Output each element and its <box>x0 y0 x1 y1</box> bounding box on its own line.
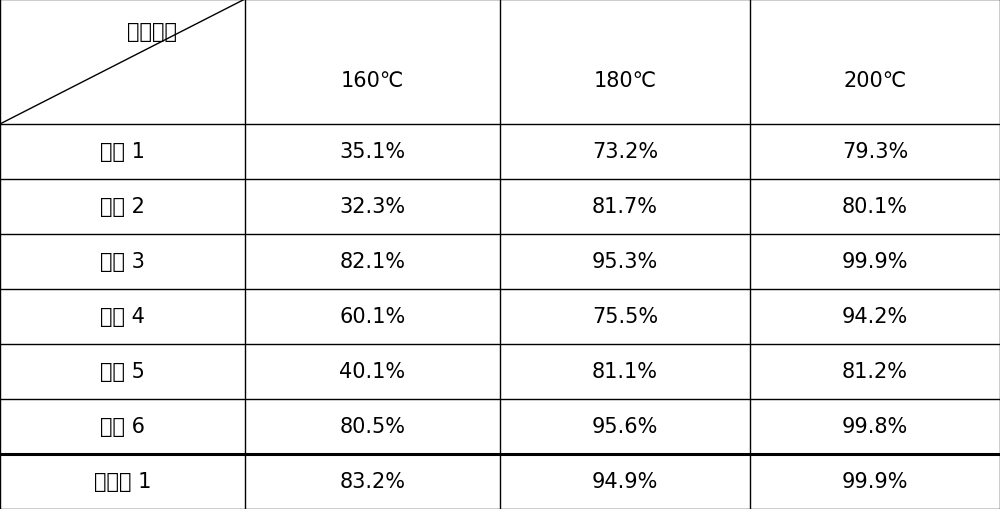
Text: 实例 6: 实例 6 <box>100 417 145 437</box>
Text: 80.5%: 80.5% <box>340 417 406 437</box>
Text: 实例 1: 实例 1 <box>100 142 145 162</box>
Text: 35.1%: 35.1% <box>339 142 406 162</box>
Text: 32.3%: 32.3% <box>339 197 406 217</box>
Text: 81.2%: 81.2% <box>842 362 908 382</box>
Text: 160℃: 160℃ <box>341 71 404 91</box>
Text: 实例 3: 实例 3 <box>100 252 145 272</box>
Text: 79.3%: 79.3% <box>842 142 908 162</box>
Text: 99.8%: 99.8% <box>842 417 908 437</box>
Text: 180℃: 180℃ <box>593 71 657 91</box>
Text: 73.2%: 73.2% <box>592 142 658 162</box>
Text: 75.5%: 75.5% <box>592 307 658 327</box>
Text: 94.9%: 94.9% <box>592 471 658 492</box>
Text: 83.2%: 83.2% <box>340 471 406 492</box>
Text: 实例 2: 实例 2 <box>100 197 145 217</box>
Text: 实例 5: 实例 5 <box>100 362 145 382</box>
Text: 99.9%: 99.9% <box>842 471 908 492</box>
Text: 40.1%: 40.1% <box>339 362 406 382</box>
Text: 对比例 1: 对比例 1 <box>94 471 151 492</box>
Text: 60.1%: 60.1% <box>339 307 406 327</box>
Text: 81.7%: 81.7% <box>592 197 658 217</box>
Text: 催化效率: 催化效率 <box>127 22 177 42</box>
Text: 81.1%: 81.1% <box>592 362 658 382</box>
Text: 95.6%: 95.6% <box>592 417 658 437</box>
Text: 99.9%: 99.9% <box>842 252 908 272</box>
Text: 95.3%: 95.3% <box>592 252 658 272</box>
Text: 94.2%: 94.2% <box>842 307 908 327</box>
Text: 200℃: 200℃ <box>843 71 907 91</box>
Text: 实例 4: 实例 4 <box>100 307 145 327</box>
Text: 80.1%: 80.1% <box>842 197 908 217</box>
Text: 82.1%: 82.1% <box>340 252 406 272</box>
